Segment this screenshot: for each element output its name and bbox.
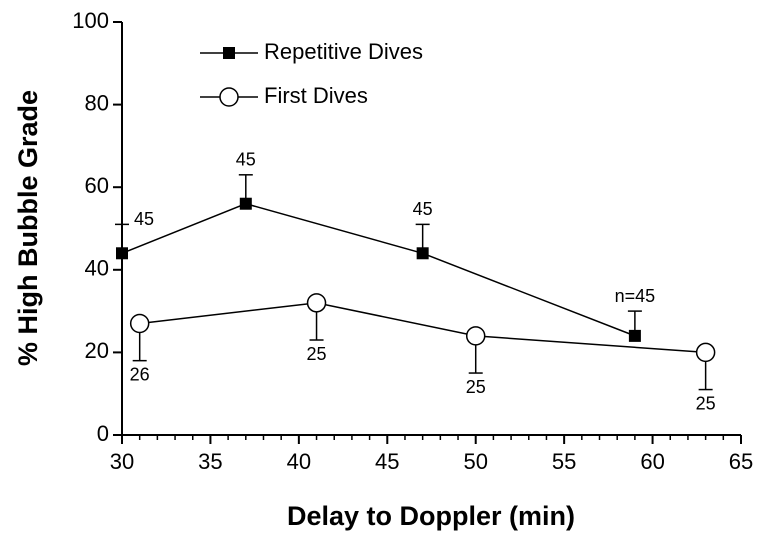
data-point [116, 247, 128, 260]
n-label: 45 [134, 209, 154, 229]
y-tick-label: 20 [85, 338, 109, 363]
n-label: 25 [696, 393, 716, 413]
x-tick-label: 55 [552, 449, 576, 474]
y-tick-label: 100 [72, 8, 109, 33]
x-tick-label: 60 [640, 449, 664, 474]
legend-marker [223, 47, 235, 59]
legend-marker [219, 87, 239, 107]
y-tick-label: 40 [85, 256, 109, 281]
n-label: 25 [466, 377, 486, 397]
n-label: n=45 [615, 286, 656, 306]
x-axis-title: Delay to Doppler (min) [287, 501, 575, 531]
x-tick-label: 45 [375, 449, 399, 474]
series-line [121, 202, 636, 337]
y-tick-label: 60 [85, 173, 109, 198]
data-point [239, 197, 252, 210]
x-tick-label: 35 [198, 449, 222, 474]
series-line [139, 302, 706, 354]
n-label: 45 [413, 199, 433, 219]
legend-label: First Dives [264, 83, 368, 108]
y-tick-label: 80 [85, 90, 109, 115]
data-point [628, 329, 641, 342]
x-tick-label: 50 [463, 449, 487, 474]
n-label: 25 [307, 344, 327, 364]
legend-label: Repetitive Dives [264, 39, 423, 64]
data-point [416, 247, 429, 260]
x-tick-label: 40 [287, 449, 311, 474]
data-point [695, 342, 716, 363]
n-label: 45 [236, 150, 256, 170]
data-point [306, 293, 327, 313]
x-tick-label: 65 [729, 449, 753, 474]
n-label: 26 [130, 364, 150, 384]
x-tick-label: 30 [110, 449, 134, 474]
y-tick-label: 0 [97, 421, 109, 446]
y-axis-title: % High Bubble Grade [13, 90, 43, 366]
data-point [129, 313, 150, 334]
data-point [465, 326, 486, 346]
